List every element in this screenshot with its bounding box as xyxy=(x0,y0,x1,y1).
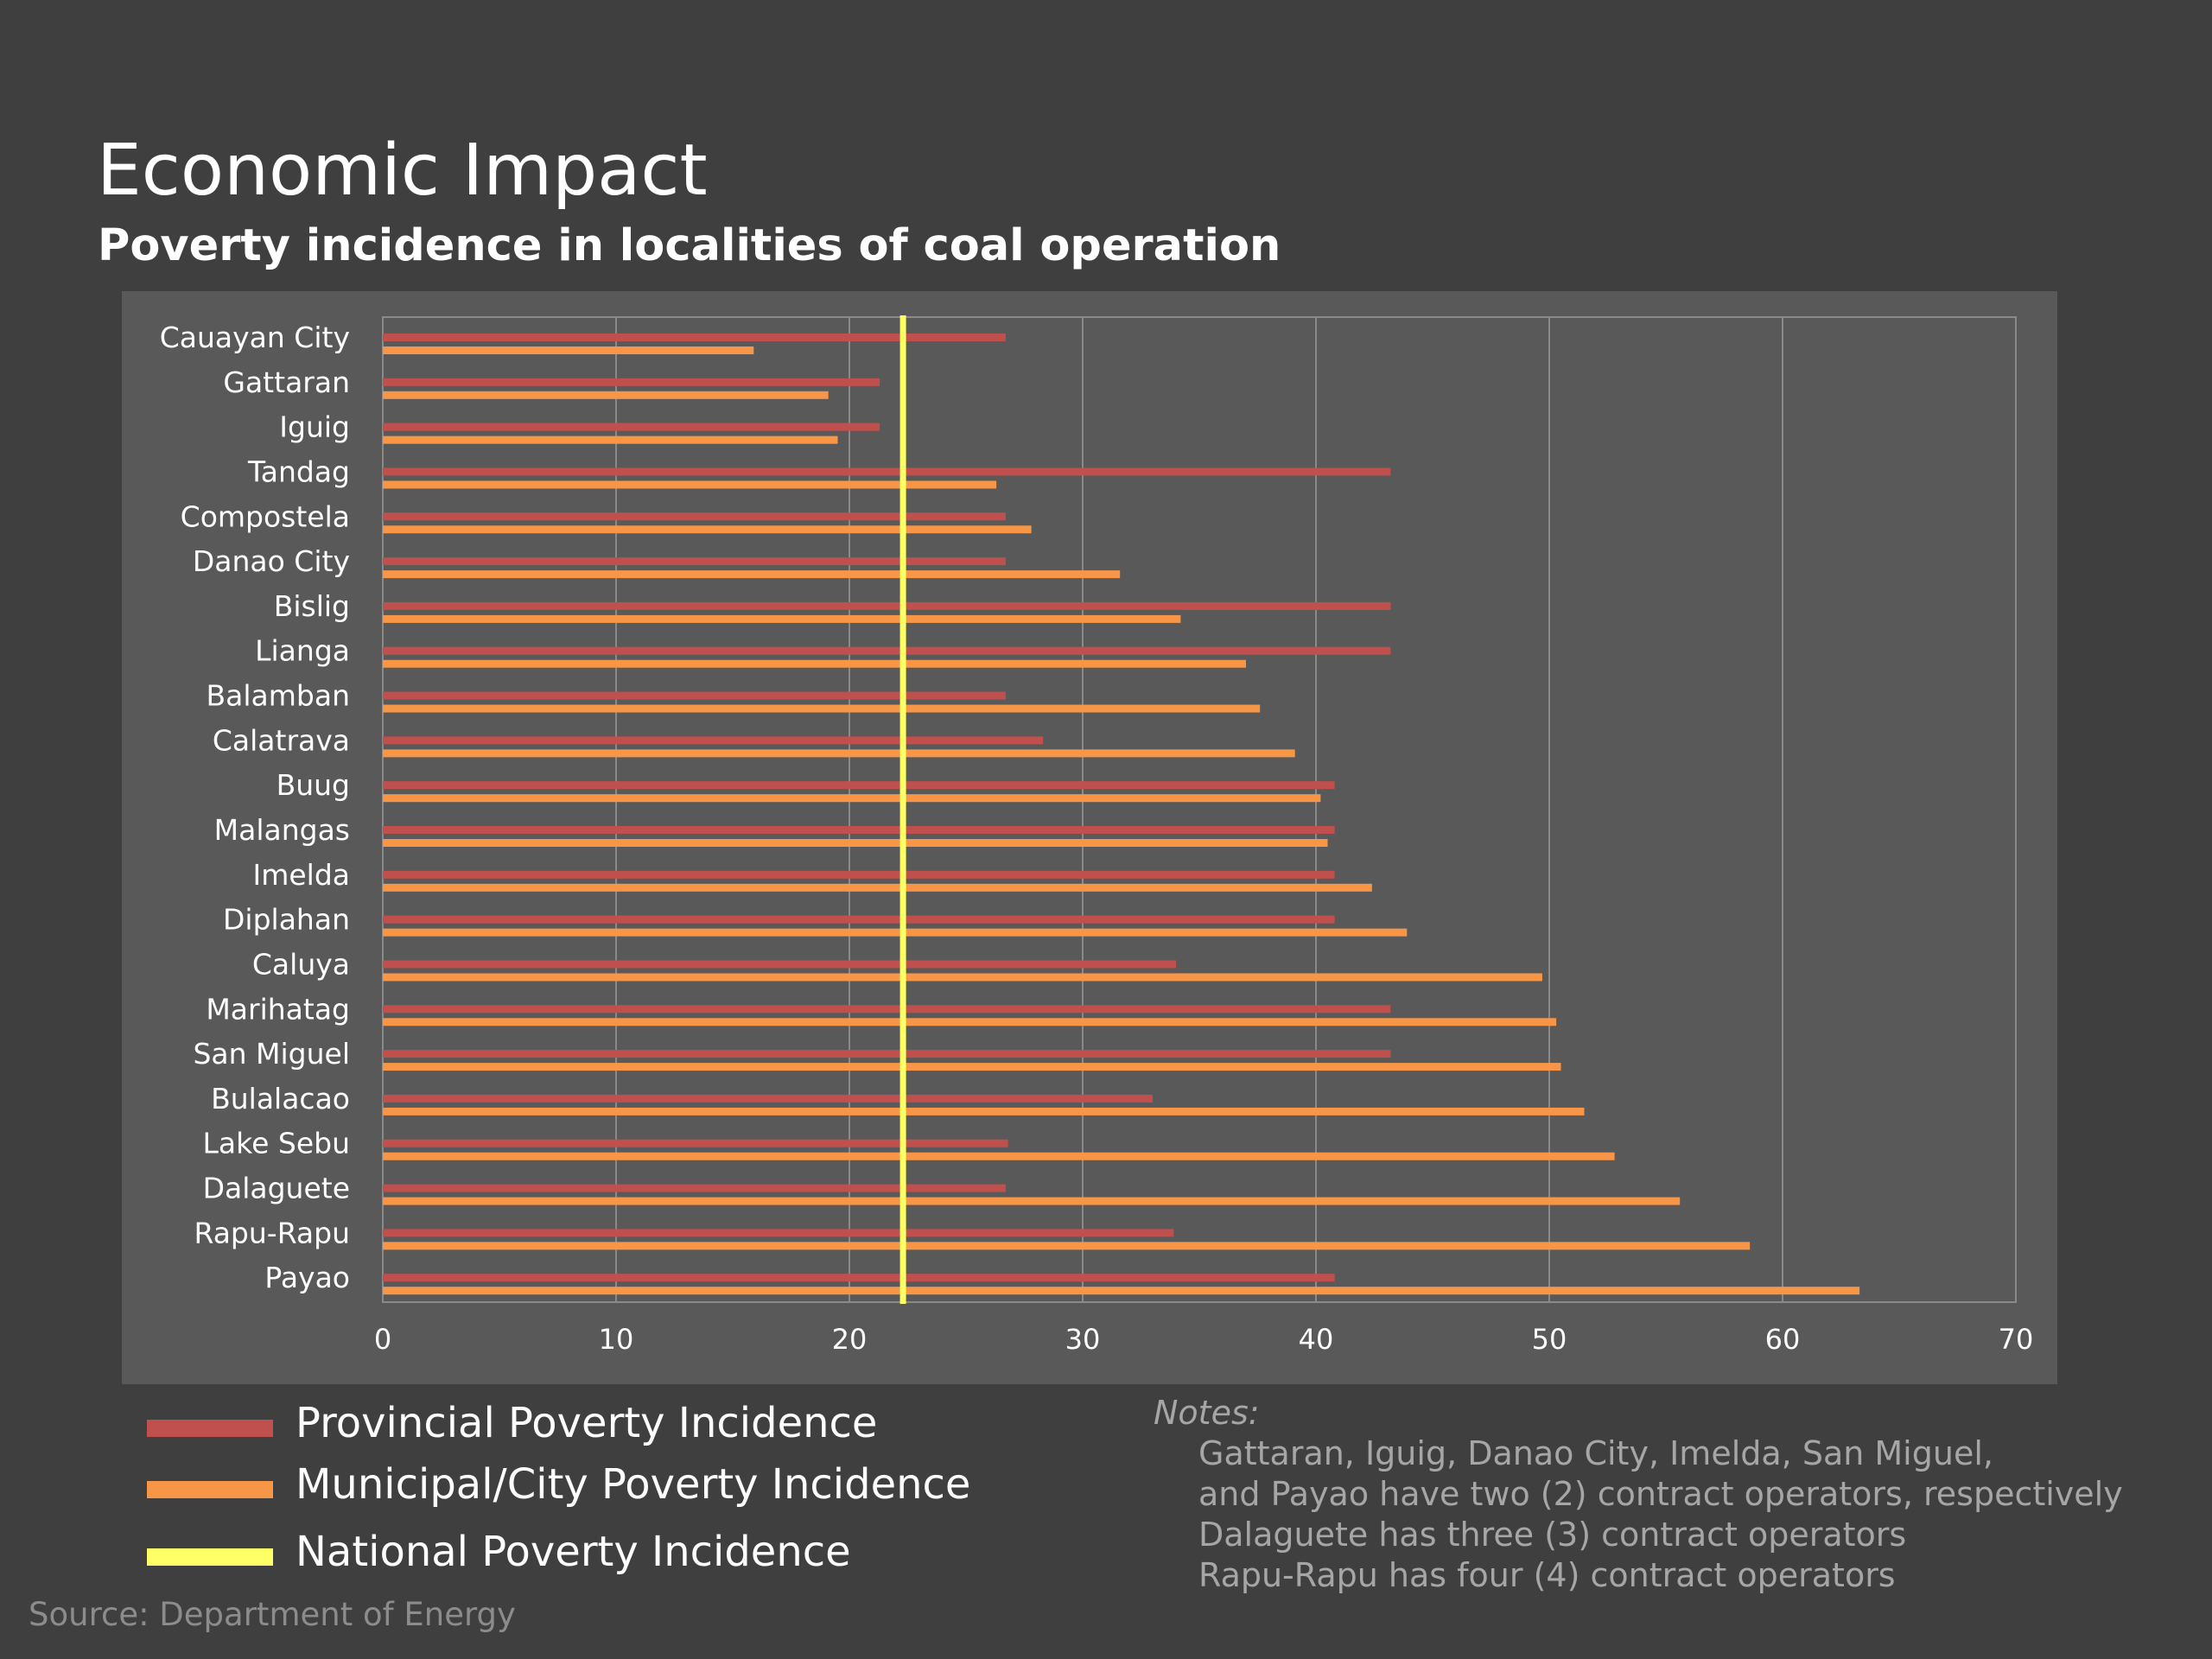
provincial-bar xyxy=(383,1184,1006,1192)
legend-swatch-municipal xyxy=(147,1481,273,1498)
category-label: Imelda xyxy=(252,858,350,892)
category-label: Balamban xyxy=(207,679,350,713)
municipal-bar xyxy=(383,480,997,489)
provincial-bar xyxy=(383,1094,1153,1103)
legend-swatch-provincial xyxy=(147,1420,273,1437)
provincial-bar xyxy=(383,334,1006,341)
municipal-bar xyxy=(383,1152,1615,1160)
municipal-bar xyxy=(383,659,1246,668)
category-label: Gattaran xyxy=(223,365,350,399)
provincial-bar xyxy=(383,736,1044,745)
x-tick-label: 40 xyxy=(1299,1323,1334,1356)
municipal-bar xyxy=(383,928,1408,937)
x-tick-label: 20 xyxy=(832,1323,868,1356)
municipal-bar xyxy=(383,883,1372,892)
category-label: Rapu-Rapu xyxy=(194,1216,351,1249)
provincial-bar xyxy=(383,601,1391,610)
legend-label-national: National Poverty Incidence xyxy=(296,1528,851,1576)
provincial-bar xyxy=(383,512,1006,521)
provincial-bar xyxy=(383,378,880,386)
poverty-bar-chart: Cauayan City Gattaran Iguig Tandag Compostel… xyxy=(160,315,2034,1356)
x-tick-label: 0 xyxy=(374,1323,391,1356)
provincial-bar xyxy=(383,467,1391,476)
notes-line: Rapu-Rapu has four (4) contract operator… xyxy=(1198,1556,1896,1594)
category-label: Tandag xyxy=(247,454,350,488)
category-label: Marihatag xyxy=(206,992,350,1026)
municipal-bar xyxy=(383,570,1121,579)
x-tick-label: 60 xyxy=(1765,1323,1801,1356)
category-label: Dalaguete xyxy=(203,1172,350,1205)
category-label: Compostela xyxy=(181,499,350,533)
x-tick-label: 30 xyxy=(1065,1323,1101,1356)
provincial-bar xyxy=(383,1005,1391,1014)
category-label: Caluya xyxy=(252,947,350,981)
municipal-bar xyxy=(383,525,1032,534)
provincial-bar xyxy=(383,870,1335,879)
provincial-bar xyxy=(383,1274,1335,1282)
municipal-bar xyxy=(383,614,1181,623)
category-label: San Miguel xyxy=(193,1037,350,1071)
category-label: Diplahan xyxy=(223,903,350,937)
category-label: Lianga xyxy=(255,634,350,668)
category-label: Calatrava xyxy=(213,723,350,757)
category-label: Lake Sebu xyxy=(203,1127,350,1160)
source-note: Source: Department of Energy xyxy=(29,1596,516,1633)
municipal-bar xyxy=(383,704,1261,713)
municipal-bar xyxy=(383,1107,1585,1116)
category-label: Payao xyxy=(264,1261,350,1294)
category-label: Buug xyxy=(276,768,350,802)
provincial-bar xyxy=(383,960,1176,969)
notes-line: Gattaran, Iguig, Danao City, Imelda, San… xyxy=(1198,1434,1993,1472)
category-label: Danao City xyxy=(193,544,350,578)
provincial-bar xyxy=(383,691,1006,700)
category-label: Malangas xyxy=(214,813,350,847)
chart-panel: Cauayan City Gattaran Iguig Tandag Compostel… xyxy=(122,291,2057,1384)
plot-area-border xyxy=(382,316,2017,1303)
notes-block: Notes: Gattaran, Iguig, Danao City, Imel… xyxy=(1154,1393,2123,1596)
municipal-bar xyxy=(383,1063,1561,1071)
slide-title: Economic Impact xyxy=(97,130,708,212)
provincial-bar xyxy=(383,1139,1008,1147)
category-label: Bislig xyxy=(274,589,350,623)
provincial-bar xyxy=(383,1050,1391,1058)
provincial-bar xyxy=(383,781,1335,790)
provincial-bar xyxy=(383,646,1391,655)
municipal-bar xyxy=(383,346,754,354)
municipal-bar xyxy=(383,839,1328,847)
provincial-bar xyxy=(383,423,880,431)
legend-label-municipal: Municipal/City Poverty Incidence xyxy=(296,1460,971,1509)
municipal-bar xyxy=(383,973,1542,982)
notes-line: Dalaguete has three (3) contract operato… xyxy=(1198,1516,1907,1554)
municipal-bar xyxy=(383,1197,1681,1205)
provincial-bar xyxy=(383,826,1335,834)
category-label: Cauayan City xyxy=(160,321,350,354)
x-tick-label: 70 xyxy=(1999,1323,2034,1356)
provincial-bar xyxy=(383,915,1335,924)
municipal-bar xyxy=(383,1018,1557,1027)
provincial-bar xyxy=(383,557,1006,566)
notes-line: and Payao have two (2) contract operator… xyxy=(1198,1475,2123,1513)
category-label: Iguig xyxy=(279,410,350,444)
notes-title: Notes: xyxy=(1154,1394,1260,1432)
x-tick-label: 50 xyxy=(1532,1323,1567,1356)
slide-subtitle: Poverty incidence in localities of coal … xyxy=(98,220,1281,271)
provincial-bar xyxy=(383,1229,1174,1237)
category-label: Bulalacao xyxy=(211,1082,350,1116)
municipal-bar xyxy=(383,435,838,444)
x-tick-label: 10 xyxy=(599,1323,634,1356)
municipal-bar xyxy=(383,749,1295,758)
legend-label-provincial: Provincial Poverty Incidence xyxy=(296,1399,878,1447)
municipal-bar xyxy=(383,1242,1751,1250)
legend-swatch-national xyxy=(147,1548,273,1566)
municipal-bar xyxy=(383,391,829,399)
municipal-bar xyxy=(383,794,1321,803)
municipal-bar xyxy=(383,1287,1860,1295)
